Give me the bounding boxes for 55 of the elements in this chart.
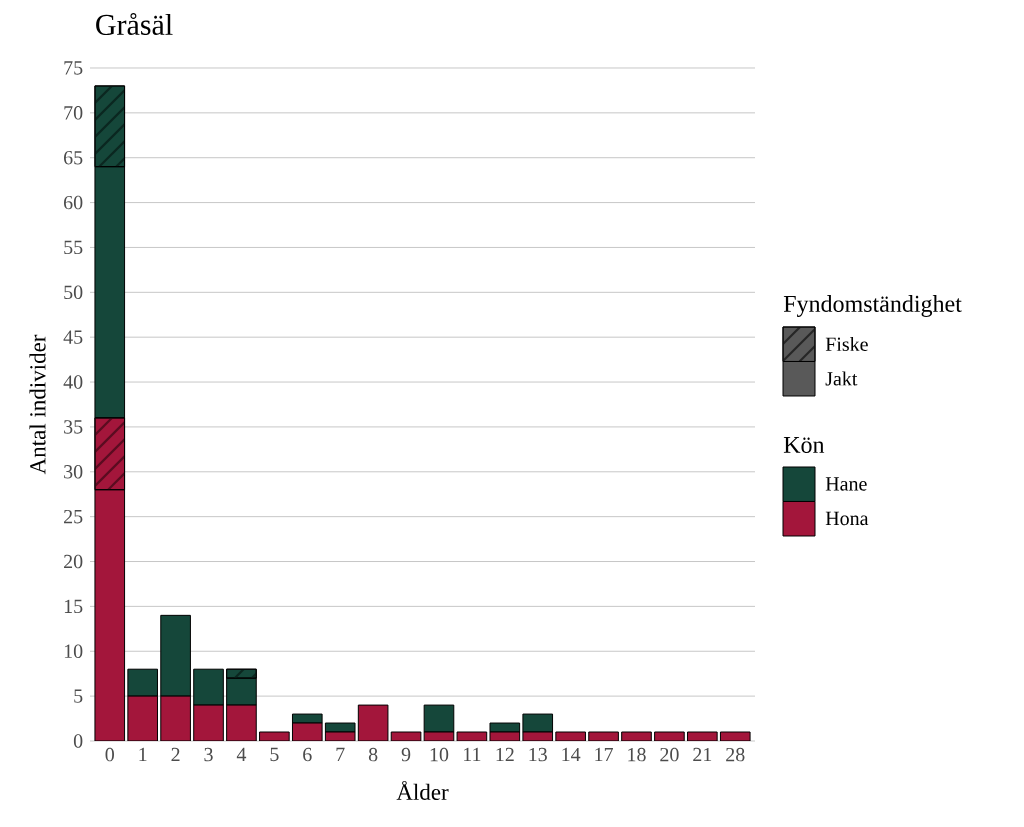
x-tick-label: 8 [368,747,378,762]
text: Fiske [825,336,868,352]
y-tick-label: 5 [74,689,83,703]
x-tick-label: 4 [236,747,247,762]
x-tick-label: 10 [430,747,449,762]
bar [654,731,685,741]
x-tick-label: 18 [628,747,646,762]
bar [719,731,751,741]
y-tick-label: 25 [64,509,83,524]
y-tick-label: 0 [73,734,83,748]
text: Jakt [825,371,858,386]
bar [259,731,290,741]
y-tick-label: 70 [64,106,83,120]
x-tick-label: 1 [139,747,147,762]
y-axis-title: Antal individer [29,334,46,475]
y-tick-label: 35 [64,420,83,434]
x-tick-label: 13 [529,747,547,762]
y-tick-label: 60 [64,195,83,210]
x-tick-label: 12 [496,747,514,762]
x-tick-label: 14 [562,747,581,762]
x-tick-label: 9 [401,747,411,762]
x-tick-label: 2 [171,747,180,762]
x-tick-label: 5 [270,747,279,762]
y-tick-label: 40 [63,375,83,389]
y-tick-label: 10 [64,644,83,659]
bar [588,731,619,741]
x-tick-label: 6 [303,747,312,762]
y-tick-label: 75 [64,61,83,75]
chart-title: Gråsäl [96,12,173,35]
x-tick-label: 17 [595,747,613,762]
x-tick-label: 21 [693,747,712,762]
legend-title: Kön [783,437,825,453]
y-tick-label: 55 [64,240,83,255]
y-tick-label: 65 [64,150,83,165]
bar [621,731,652,741]
y-tick-label: 45 [63,330,83,344]
bar [456,731,488,741]
text: Fyndomständighet [783,295,962,317]
x-tick-label: 0 [105,747,114,762]
legend-label: Hona [825,511,869,526]
y-tick-label: 30 [64,465,83,479]
bar [357,704,389,741]
y-tick-label: 50 [64,285,83,300]
y-tick-label: 15 [64,599,83,614]
bar [687,731,718,741]
y-tick-label: 20 [64,554,83,569]
x-tick-label: 3 [204,747,213,762]
x-tick-label: 28 [726,747,745,762]
x-tick-label: 11 [464,747,481,762]
x-tick-label: 7 [336,747,345,761]
x-axis-title: Ålder [396,780,449,800]
bar [390,731,422,741]
legend-label: Hane [825,477,867,491]
x-tick-label: 20 [660,747,679,762]
bar [555,731,586,741]
